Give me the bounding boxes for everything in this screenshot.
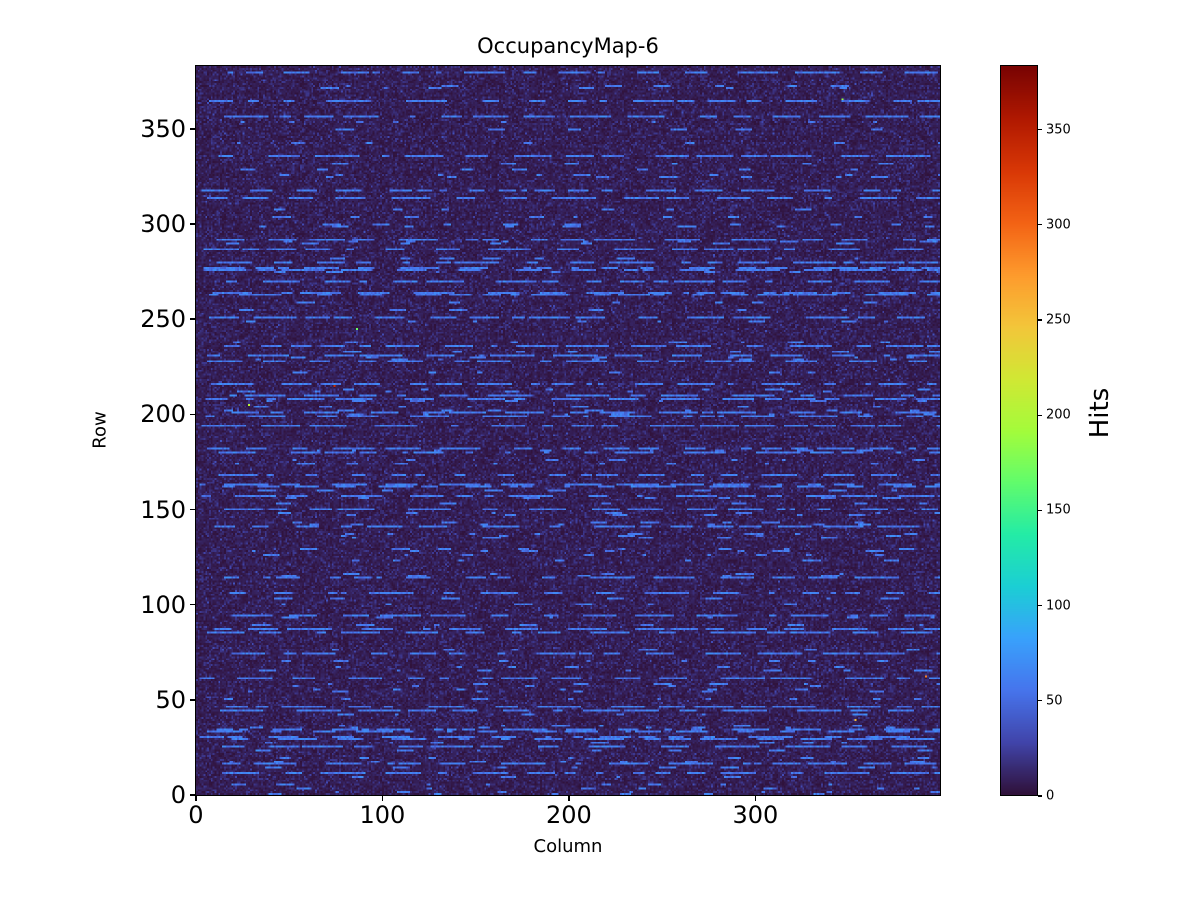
- chart-title: OccupancyMap-6: [477, 34, 659, 58]
- colorbar-gradient: [1001, 66, 1037, 795]
- y-tick-label: 250: [140, 305, 186, 334]
- y-tick-label: 100: [140, 590, 186, 619]
- y-tick-mark: [190, 794, 195, 796]
- x-tick-label: 200: [546, 801, 592, 829]
- y-tick-mark: [190, 318, 195, 320]
- colorbar-tick-label: 350: [1046, 122, 1071, 138]
- x-tick-mark: [195, 796, 197, 801]
- y-tick-mark: [190, 699, 195, 701]
- x-tick-mark: [381, 796, 384, 801]
- x-tick-label: 0: [188, 801, 204, 829]
- y-tick-mark: [190, 603, 195, 606]
- colorbar-tick-mark: [1038, 129, 1042, 131]
- colorbar-tick-mark: [1038, 700, 1042, 702]
- colorbar: [1000, 65, 1038, 796]
- colorbar-tick-mark: [1038, 795, 1042, 797]
- y-tick-mark: [190, 128, 195, 130]
- colorbar-tick-label: 200: [1046, 407, 1071, 423]
- y-tick-mark: [190, 413, 195, 416]
- colorbar-tick-mark: [1038, 224, 1042, 226]
- y-tick-label: 0: [170, 781, 186, 810]
- y-tick-label: 50: [155, 685, 186, 714]
- x-tick-label: 100: [359, 801, 406, 829]
- y-tick-mark: [190, 508, 195, 511]
- y-tick-label: 200: [140, 400, 186, 429]
- colorbar-tick-label: 50: [1046, 693, 1063, 709]
- y-tick-label: 150: [140, 495, 186, 524]
- colorbar-tick-label: 150: [1046, 502, 1071, 518]
- heatmap-plot-area: [195, 65, 941, 796]
- y-tick-mark: [190, 223, 195, 225]
- colorbar-tick-label: 250: [1046, 312, 1071, 328]
- y-tick-label: 300: [140, 209, 186, 238]
- colorbar-tick-mark: [1038, 509, 1042, 512]
- colorbar-tick-mark: [1038, 605, 1042, 607]
- colorbar-tick-label: 0: [1046, 788, 1055, 804]
- x-tick-mark: [568, 796, 570, 801]
- colorbar-label: Hits: [1085, 387, 1115, 439]
- colorbar-tick-mark: [1038, 414, 1042, 416]
- heatmap-canvas: [196, 66, 940, 795]
- colorbar-tick-label: 100: [1046, 598, 1071, 614]
- colorbar-tick-label: 300: [1046, 217, 1071, 233]
- colorbar-tick-mark: [1038, 319, 1042, 321]
- x-tick-label: 300: [732, 801, 779, 829]
- y-tick-label: 350: [140, 114, 186, 143]
- x-axis-label: Column: [533, 836, 603, 857]
- x-tick-mark: [754, 796, 757, 801]
